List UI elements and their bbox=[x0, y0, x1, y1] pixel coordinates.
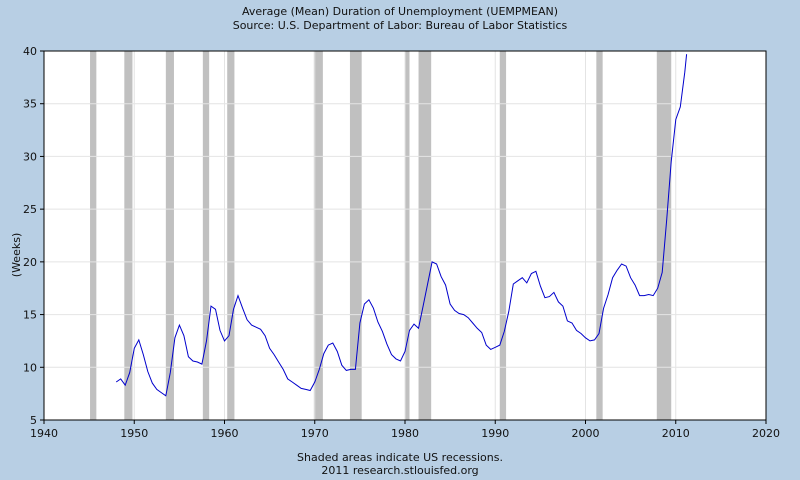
y-tick-label: 30 bbox=[23, 150, 37, 163]
recession-band bbox=[202, 51, 210, 420]
x-tick-label: 1980 bbox=[391, 427, 419, 440]
y-tick-label: 20 bbox=[23, 256, 37, 269]
recession-band bbox=[90, 51, 97, 420]
recession-band bbox=[596, 51, 603, 420]
footer-source: 2011 research.stlouisfed.org bbox=[321, 464, 479, 477]
footer-note: Shaded areas indicate US recessions. bbox=[297, 451, 503, 464]
recession-band bbox=[313, 51, 323, 420]
x-tick-label: 2010 bbox=[662, 427, 690, 440]
recession-band bbox=[418, 51, 432, 420]
recession-band bbox=[165, 51, 174, 420]
x-tick-label: 2000 bbox=[572, 427, 600, 440]
chart-subtitle: Source: U.S. Department of Labor: Bureau… bbox=[232, 19, 568, 32]
y-axis-label: (Weeks) bbox=[10, 233, 23, 277]
series-line bbox=[115, 54, 688, 397]
y-tick-label: 25 bbox=[23, 203, 37, 216]
x-tick-label: 1940 bbox=[30, 427, 58, 440]
x-tick-label: 1950 bbox=[120, 427, 148, 440]
chart-title: Average (Mean) Duration of Unemployment … bbox=[241, 5, 559, 18]
y-tick-label: 15 bbox=[23, 309, 37, 322]
x-tick-label: 1960 bbox=[211, 427, 239, 440]
x-tick-label: 2020 bbox=[752, 427, 780, 440]
y-tick-label: 10 bbox=[23, 361, 37, 374]
recession-bands bbox=[90, 51, 672, 420]
recession-band bbox=[656, 51, 672, 420]
y-tick-label: 40 bbox=[23, 45, 37, 58]
x-tick-label: 1990 bbox=[481, 427, 509, 440]
x-tick-label: 1970 bbox=[301, 427, 329, 440]
recession-band bbox=[227, 51, 235, 420]
recession-band bbox=[405, 51, 410, 420]
y-tick-label: 5 bbox=[30, 414, 37, 427]
y-tick-label: 35 bbox=[23, 98, 37, 111]
recession-band bbox=[124, 51, 133, 420]
recession-band bbox=[349, 51, 362, 420]
series-layer bbox=[115, 54, 688, 397]
axes: 1940 1950 1960 1970 1980 1990 2000 2010 2020 5 10 1… bbox=[23, 45, 780, 440]
recession-band bbox=[499, 51, 507, 420]
